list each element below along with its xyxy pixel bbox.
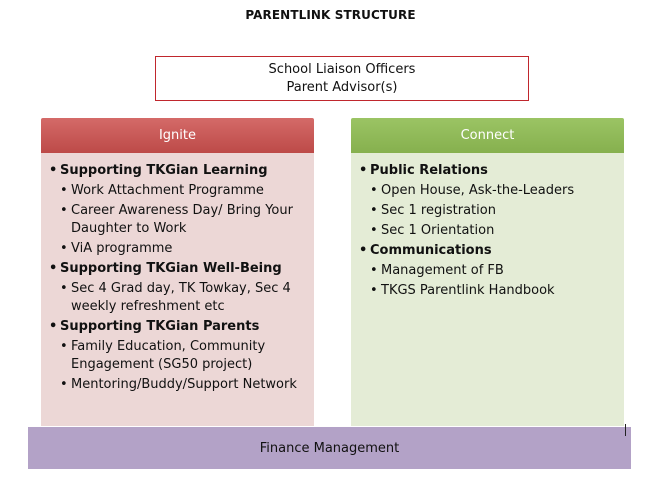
- connect-section-public-relations: Public Relations: [359, 162, 618, 180]
- ignite-section-parents: Supporting TKGian Parents: [49, 318, 308, 336]
- school-liaison-box: School Liaison Officers Parent Advisor(s…: [155, 56, 529, 101]
- ignite-section-well-being: Supporting TKGian Well-Being: [49, 260, 308, 278]
- connect-header: Connect: [351, 118, 624, 153]
- ignite-item: Work Attachment Programme: [49, 182, 308, 200]
- connect-item: TKGS Parentlink Handbook: [359, 282, 618, 300]
- connect-section-communications: Communications: [359, 242, 618, 260]
- connect-column: Connect Public Relations Open House, Ask…: [351, 118, 624, 426]
- connect-item: Management of FB: [359, 262, 618, 280]
- top-box-line-2: Parent Advisor(s): [286, 79, 398, 95]
- text-cursor-mark: [625, 424, 626, 436]
- connect-body: Public Relations Open House, Ask-the-Lea…: [351, 153, 624, 426]
- ignite-column: Ignite Supporting TKGian Learning Work A…: [41, 118, 314, 426]
- top-box-line-1: School Liaison Officers: [268, 61, 416, 77]
- ignite-item: Sec 4 Grad day, TK Towkay, Sec 4 weekly …: [49, 280, 308, 316]
- ignite-item: Family Education, Community Engagement (…: [49, 338, 308, 374]
- ignite-item: Career Awareness Day/ Bring Your Daughte…: [49, 202, 308, 238]
- finance-management-label: Finance Management: [259, 440, 400, 456]
- connect-item: Sec 1 Orientation: [359, 222, 618, 240]
- connect-item: Sec 1 registration: [359, 202, 618, 220]
- ignite-header: Ignite: [41, 118, 314, 153]
- ignite-section-learning: Supporting TKGian Learning: [49, 162, 308, 180]
- ignite-body: Supporting TKGian Learning Work Attachme…: [41, 153, 314, 426]
- connect-item: Open House, Ask-the-Leaders: [359, 182, 618, 200]
- finance-management-box: Finance Management: [28, 427, 631, 469]
- ignite-item: Mentoring/Buddy/Support Network: [49, 376, 308, 394]
- diagram-title: PARENTLINK STRUCTURE: [245, 8, 416, 22]
- ignite-item: ViA programme: [49, 240, 308, 258]
